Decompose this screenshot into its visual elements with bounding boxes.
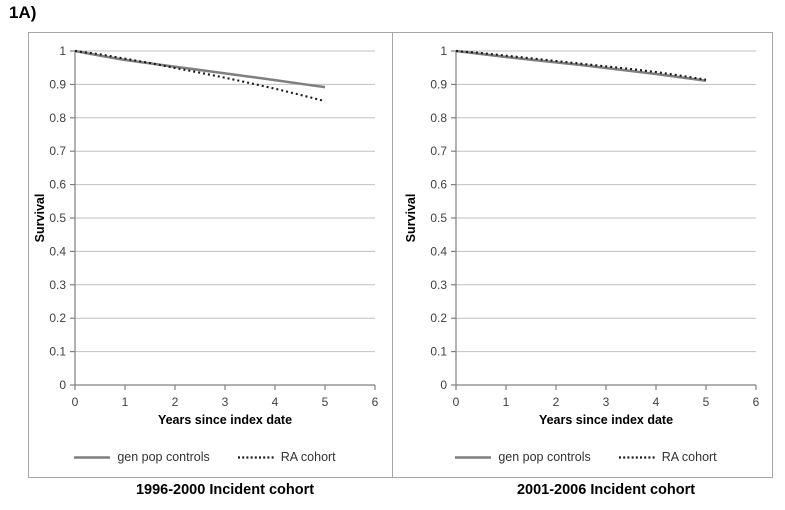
legend-dotted-line-swatch	[237, 455, 274, 459]
y-tick-label: 0.3	[430, 278, 447, 292]
gridlines	[456, 50, 756, 386]
x-tick-label: 5	[322, 395, 329, 409]
legend-entry-gen-pop: gen pop controls	[455, 450, 591, 464]
x-axis-ticks: 0 1 2 3 4 5 6	[453, 385, 760, 409]
x-tick-label: 1	[122, 395, 129, 409]
y-tick-label: 0.8	[430, 111, 447, 125]
y-tick-label: 0.4	[430, 244, 447, 258]
legend-dotted-line-swatch	[618, 455, 655, 459]
x-tick-label: 0	[453, 395, 460, 409]
legend-solid-line-swatch	[74, 455, 111, 459]
survival-chart-1996-2000: 0 0.1 0.2 0.3 0.4 0.5 0.6 0.7 0.8 0.9 1 0 1 2 3 4 5 6 Year…	[33, 44, 379, 427]
y-tick-label: 0.5	[49, 211, 66, 225]
x-tick-label: 2	[172, 395, 179, 409]
legend-2001-2006: gen pop controls RA cohort	[426, 450, 746, 464]
y-tick-label: 0.9	[49, 77, 66, 91]
y-axis-title: Survival	[404, 194, 418, 243]
chart-panel-2001-2006: 0 0.1 0.2 0.3 0.4 0.5 0.6 0.7 0.8 0.9 1 0 1 2 3 4 5 6 Year…	[393, 32, 773, 478]
series-line-ra-cohort	[74, 49, 326, 103]
y-tick-label: 0.2	[430, 311, 447, 325]
y-tick-label: 0.3	[49, 278, 66, 292]
y-tick-label: 0.5	[430, 211, 447, 225]
y-tick-label: 0.8	[49, 111, 66, 125]
x-tick-label: 5	[703, 395, 710, 409]
x-tick-label: 6	[753, 395, 760, 409]
y-tick-label: 0.1	[430, 345, 447, 359]
legend-entry-gen-pop: gen pop controls	[74, 450, 210, 464]
legend-1996-2000: gen pop controls RA cohort	[45, 450, 365, 464]
y-tick-label: 1	[440, 44, 447, 58]
legend-entry-ra: RA cohort	[237, 450, 336, 464]
x-axis-title: Years since index date	[539, 413, 673, 427]
caption-1996-2000: 1996-2000 Incident cohort	[135, 482, 315, 498]
x-tick-label: 2	[553, 395, 560, 409]
legend-label-gen-pop: gen pop controls	[498, 450, 591, 464]
y-tick-label: 0	[59, 378, 66, 392]
y-tick-label: 1	[59, 44, 66, 58]
x-tick-label: 1	[503, 395, 510, 409]
series-line-gen-pop-controls	[74, 49, 326, 89]
x-tick-label: 6	[372, 395, 379, 409]
x-axis-title: Years since index date	[158, 413, 292, 427]
y-tick-label: 0.7	[430, 144, 447, 158]
caption-2001-2006: 2001-2006 Incident cohort	[516, 482, 696, 498]
x-tick-label: 4	[272, 395, 279, 409]
legend-entry-ra: RA cohort	[618, 450, 717, 464]
x-tick-label: 3	[603, 395, 610, 409]
legend-solid-line-swatch	[455, 455, 492, 459]
x-tick-label: 3	[222, 395, 229, 409]
y-tick-label: 0	[440, 378, 447, 392]
chart-panels: 0 0.1 0.2 0.3 0.4 0.5 0.6 0.7 0.8 0.9 1 0 1 2 3 4 5 6 Year…	[28, 32, 773, 478]
chart-panel-1996-2000: 0 0.1 0.2 0.3 0.4 0.5 0.6 0.7 0.8 0.9 1 0 1 2 3 4 5 6 Year…	[28, 32, 393, 478]
y-tick-label: 0.6	[430, 178, 447, 192]
y-tick-label: 0.2	[49, 311, 66, 325]
gridlines	[75, 50, 375, 386]
y-axis-ticks: 0 0.1 0.2 0.3 0.4 0.5 0.6 0.7 0.8 0.9 1	[430, 44, 456, 392]
series-line-gen-pop-controls	[455, 49, 707, 82]
y-tick-label: 0.1	[49, 345, 66, 359]
y-tick-label: 0.4	[49, 244, 66, 258]
y-tick-label: 0.6	[49, 178, 66, 192]
series-line-ra-cohort	[455, 49, 707, 81]
y-axis-ticks: 0 0.1 0.2 0.3 0.4 0.5 0.6 0.7 0.8 0.9 1	[49, 44, 75, 392]
x-tick-label: 0	[72, 395, 79, 409]
y-tick-label: 0.9	[430, 77, 447, 91]
legend-label-ra: RA cohort	[280, 450, 336, 464]
y-axis-title: Survival	[33, 194, 47, 243]
figure-label: 1A)	[9, 3, 37, 22]
x-axis-ticks: 0 1 2 3 4 5 6	[72, 385, 379, 409]
legend-label-ra: RA cohort	[661, 450, 717, 464]
legend-label-gen-pop: gen pop controls	[117, 450, 210, 464]
x-tick-label: 4	[653, 395, 660, 409]
survival-chart-2001-2006: 0 0.1 0.2 0.3 0.4 0.5 0.6 0.7 0.8 0.9 1 0 1 2 3 4 5 6 Year…	[404, 44, 760, 427]
y-tick-label: 0.7	[49, 144, 66, 158]
